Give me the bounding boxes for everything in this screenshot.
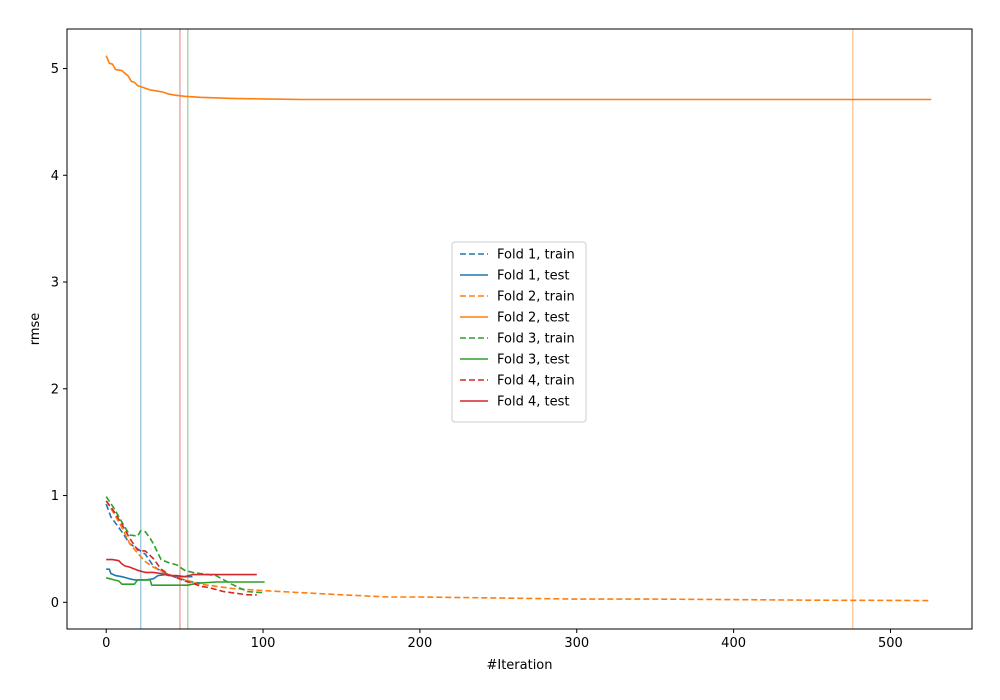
legend-entry-label: Fold 1, train: [497, 248, 575, 263]
y-tick-label: 0: [51, 596, 59, 611]
y-tick-label: 1: [51, 489, 59, 504]
series-line-8: [106, 558, 257, 578]
x-tick-label: 0: [102, 636, 110, 651]
axis-ticks: 0 100 200 300 400 500 0 1 2 3 4 5: [51, 62, 903, 651]
legend-box: [451, 241, 587, 423]
y-tick-label: 2: [51, 382, 59, 397]
series-line-5: [105, 496, 264, 594]
x-tick-label: 400: [721, 636, 746, 651]
x-tick-label: 500: [878, 636, 903, 651]
x-tick-label: 200: [407, 636, 432, 651]
legend: Fold 1, train Fold 1, test Fold 2, train Fo…: [451, 241, 587, 423]
x-axis-label: #Iteration: [486, 658, 552, 673]
y-tick-label: 5: [51, 62, 59, 77]
legend-entry-label: Fold 1, test: [497, 269, 569, 284]
series-line-3: [105, 500, 932, 602]
series-line-1: [105, 503, 201, 584]
x-tick-label: 100: [251, 636, 276, 651]
legend-entry-label: Fold 3, train: [497, 332, 575, 347]
y-axis-label: rmse: [28, 313, 43, 346]
legend-entry-label: Fold 4, train: [497, 374, 575, 389]
series-line-6: [105, 577, 265, 587]
y-tick-label: 3: [51, 276, 59, 291]
plot-series: [105, 55, 932, 602]
series-line-7: [105, 500, 257, 596]
legend-entry-label: Fold 2, test: [497, 311, 569, 326]
y-tick-label: 4: [51, 169, 59, 184]
series-line-4: [105, 55, 932, 101]
plot-frame: [66, 28, 973, 630]
x-tick-label: 300: [564, 636, 589, 651]
legend-entry-label: Fold 2, train: [497, 290, 575, 305]
legend-entry-label: Fold 4, test: [497, 395, 569, 410]
vertical-markers: [139, 29, 854, 629]
legend-entry-label: Fold 3, test: [497, 353, 569, 368]
